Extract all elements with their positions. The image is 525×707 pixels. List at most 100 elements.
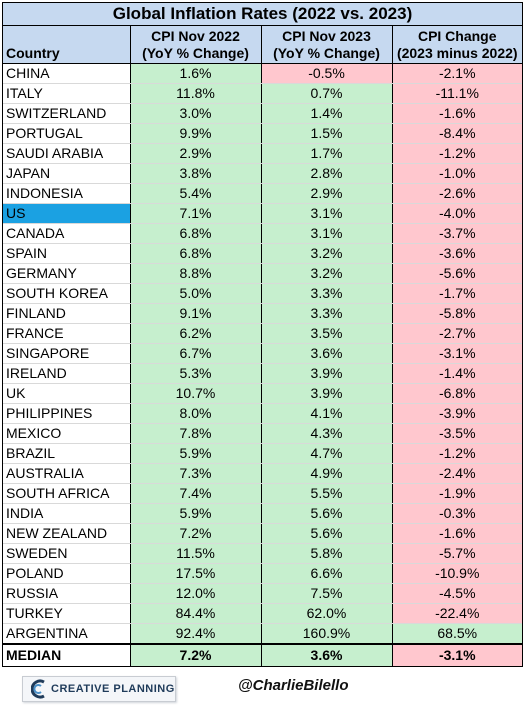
cpi-change-cell: 68.5% <box>391 623 522 645</box>
cpi-2023-cell: 4.7% <box>260 443 392 464</box>
header-cpi-2023-line1: CPI Nov 2023 <box>282 27 371 44</box>
cpi-2022-cell: 1.6% <box>129 63 261 84</box>
cpi-change-cell: -2.7% <box>391 323 522 344</box>
cpi-2022-cell: 11.5% <box>129 543 261 564</box>
country-cell: MEXICO <box>3 423 130 444</box>
header-cpi-change: CPI Change (2023 minus 2022) <box>391 26 522 64</box>
country-cell: SOUTH KOREA <box>3 283 130 304</box>
country-cell: POLAND <box>3 563 130 584</box>
country-cell: BRAZIL <box>3 443 130 464</box>
table-row: PHILIPPINES 8.0% 4.1% -3.9% <box>3 403 522 424</box>
country-cell: FINLAND <box>3 303 130 324</box>
cpi-2022-cell: 5.4% <box>129 183 261 204</box>
table-row: INDONESIA 5.4% 2.9% -2.6% <box>3 183 522 204</box>
country-cell: INDIA <box>3 503 130 524</box>
cpi-2023-cell: 2.9% <box>260 183 392 204</box>
cpi-2022-cell: 7.4% <box>129 483 261 504</box>
table-row: SAUDI ARABIA 2.9% 1.7% -1.2% <box>3 143 522 164</box>
cpi-change-cell: -11.1% <box>391 83 522 104</box>
cpi-2022-cell: 12.0% <box>129 583 261 604</box>
table-row: SWEDEN 11.5% 5.8% -5.7% <box>3 543 522 564</box>
cpi-2022-cell: 6.2% <box>129 323 261 344</box>
cpi-2023-cell: 3.1% <box>260 223 392 244</box>
cpi-2023-cell: 1.5% <box>260 123 392 144</box>
cpi-2023-cell: 5.8% <box>260 543 392 564</box>
cpi-2022-cell: 84.4% <box>129 603 261 624</box>
cpi-2023-cell: 3.3% <box>260 283 392 304</box>
cpi-2023-cell: 3.5% <box>260 323 392 344</box>
cpi-change-cell: -2.1% <box>391 63 522 84</box>
cpi-change-cell: -1.0% <box>391 163 522 184</box>
country-cell: TURKEY <box>3 603 130 624</box>
cpi-2023-cell: 5.6% <box>260 523 392 544</box>
header-row: Country CPI Nov 2022 (YoY % Change) CPI N… <box>3 26 522 64</box>
cpi-2023-cell: 2.8% <box>260 163 392 184</box>
country-cell: MEDIAN <box>3 643 130 666</box>
cpi-change-cell: -2.4% <box>391 463 522 484</box>
table-row: CHINA 1.6% -0.5% -2.1% <box>3 63 522 84</box>
country-cell: AUSTRALIA <box>3 463 130 484</box>
country-cell: SINGAPORE <box>3 343 130 364</box>
cpi-2023-cell: 6.6% <box>260 563 392 584</box>
cpi-change-cell: -5.7% <box>391 543 522 564</box>
cpi-change-cell: -3.5% <box>391 423 522 444</box>
header-cpi-2022: CPI Nov 2022 (YoY % Change) <box>129 26 261 64</box>
header-cpi-2023-line2: (YoY % Change) <box>273 44 380 61</box>
cpi-2022-cell: 5.9% <box>129 443 261 464</box>
cpi-change-cell: -3.1% <box>391 343 522 364</box>
country-cell: SWEDEN <box>3 543 130 564</box>
table-row: INDIA 5.9% 5.6% -0.3% <box>3 503 522 524</box>
cpi-2023-cell: 4.1% <box>260 403 392 424</box>
cpi-change-cell: -0.3% <box>391 503 522 524</box>
cpi-2022-cell: 8.8% <box>129 263 261 284</box>
cpi-change-cell: -22.4% <box>391 603 522 624</box>
country-cell: SWITZERLAND <box>3 103 130 124</box>
table-row: GERMANY 8.8% 3.2% -5.6% <box>3 263 522 284</box>
table-row: SOUTH KOREA 5.0% 3.3% -1.7% <box>3 283 522 304</box>
cpi-2023-cell: 3.2% <box>260 243 392 264</box>
country-cell: INDONESIA <box>3 183 130 204</box>
cpi-change-cell: -10.9% <box>391 563 522 584</box>
country-cell: US <box>3 203 130 224</box>
cpi-2023-cell: 7.5% <box>260 583 392 604</box>
country-cell: SPAIN <box>3 243 130 264</box>
cpi-2022-cell: 7.3% <box>129 463 261 484</box>
header-country: Country <box>3 26 130 64</box>
cpi-2022-cell: 5.9% <box>129 503 261 524</box>
header-cpi-2022-line2: (YoY % Change) <box>142 44 249 61</box>
cpi-2023-cell: 5.6% <box>260 503 392 524</box>
header-cpi-change-line1: CPI Change <box>417 27 497 44</box>
cpi-2023-cell: 3.9% <box>260 363 392 384</box>
country-cell: CHINA <box>3 63 130 84</box>
inflation-table-frame: Global Inflation Rates (2022 vs. 2023) C… <box>2 2 523 667</box>
country-cell: RUSSIA <box>3 583 130 604</box>
table-title: Global Inflation Rates (2022 vs. 2023) <box>3 3 522 26</box>
cpi-2022-cell: 9.1% <box>129 303 261 324</box>
table-row: AUSTRALIA 7.3% 4.9% -2.4% <box>3 463 522 484</box>
cpi-2022-cell: 5.0% <box>129 283 261 304</box>
table-row: NEW ZEALAND 7.2% 5.6% -1.6% <box>3 523 522 544</box>
country-cell: PHILIPPINES <box>3 403 130 424</box>
cpi-change-cell: -6.8% <box>391 383 522 404</box>
table-row: SOUTH AFRICA 7.4% 5.5% -1.9% <box>3 483 522 504</box>
table-row: PORTUGAL 9.9% 1.5% -8.4% <box>3 123 522 144</box>
cpi-change-cell: -1.2% <box>391 443 522 464</box>
cpi-2022-cell: 7.8% <box>129 423 261 444</box>
cpi-2023-cell: 3.9% <box>260 383 392 404</box>
table-body: CHINA 1.6% -0.5% -2.1% ITALY 11.8% 0.7% -11.1% S… <box>3 63 522 666</box>
country-cell: ITALY <box>3 83 130 104</box>
header-cpi-2023: CPI Nov 2023 (YoY % Change) <box>260 26 392 64</box>
cpi-2023-cell: 0.7% <box>260 83 392 104</box>
cpi-2023-cell: -0.5% <box>260 63 392 84</box>
cpi-2023-cell: 5.5% <box>260 483 392 504</box>
country-cell: IRELAND <box>3 363 130 384</box>
country-cell: ARGENTINA <box>3 623 130 645</box>
cpi-2023-cell: 3.1% <box>260 203 392 224</box>
country-cell: SOUTH AFRICA <box>3 483 130 504</box>
cpi-change-cell: -5.8% <box>391 303 522 324</box>
cpi-2022-cell: 5.3% <box>129 363 261 384</box>
table-row: SPAIN 6.8% 3.2% -3.6% <box>3 243 522 264</box>
cpi-2022-cell: 11.8% <box>129 83 261 104</box>
cpi-change-cell: -1.6% <box>391 103 522 124</box>
cpi-2022-cell: 8.0% <box>129 403 261 424</box>
